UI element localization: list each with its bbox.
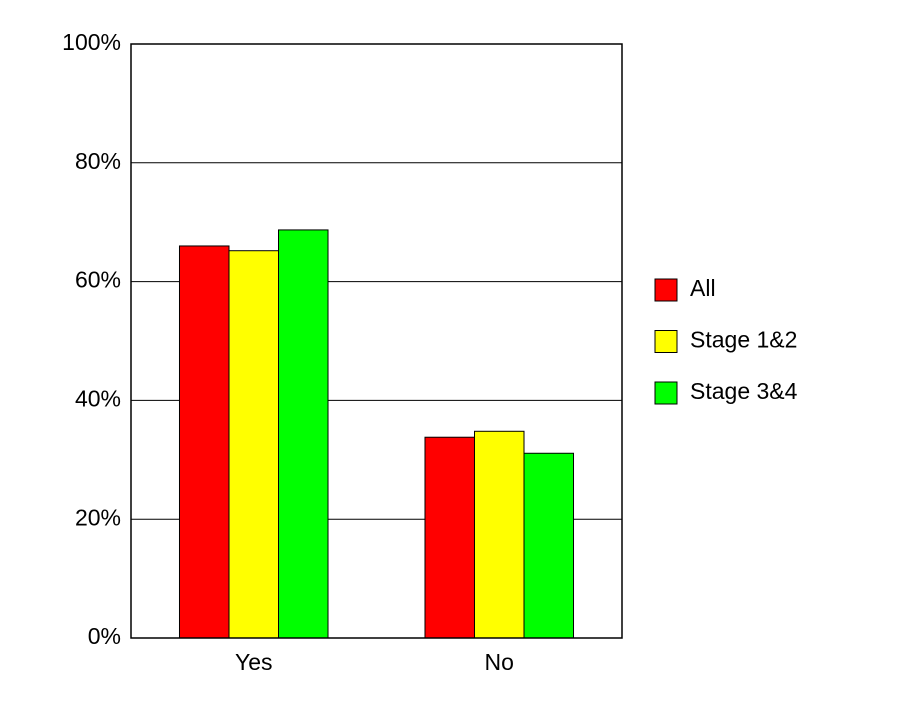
- legend-label: All: [690, 275, 716, 301]
- y-tick-label: 0%: [88, 623, 121, 649]
- bars: [178, 229, 575, 639]
- y-tick-label: 100%: [62, 29, 121, 55]
- legend-label: Stage 3&4: [690, 378, 798, 404]
- y-tick-label: 80%: [75, 148, 121, 174]
- plot-frame: [130, 43, 623, 639]
- bar: [473, 430, 525, 639]
- legend-swatch: [654, 381, 678, 405]
- x-tick-label: Yes: [235, 649, 273, 675]
- legend-swatch: [654, 330, 678, 353]
- bar: [278, 229, 329, 639]
- x-tick-label: No: [485, 649, 514, 675]
- bar: [178, 245, 230, 639]
- legend-swatch: [654, 278, 678, 302]
- bar: [228, 250, 280, 639]
- labels: 0% 20% 40% 60% 80% 100% Yes No: [62, 29, 514, 675]
- bar: [424, 436, 475, 639]
- y-tick-label: 40%: [75, 385, 121, 411]
- legend: All Stage 1&2 Stage 3&4: [654, 275, 798, 405]
- bar: [523, 452, 575, 639]
- y-tick-label: 20%: [75, 504, 121, 530]
- y-tick-label: 60%: [75, 267, 121, 293]
- legend-label: Stage 1&2: [690, 327, 797, 353]
